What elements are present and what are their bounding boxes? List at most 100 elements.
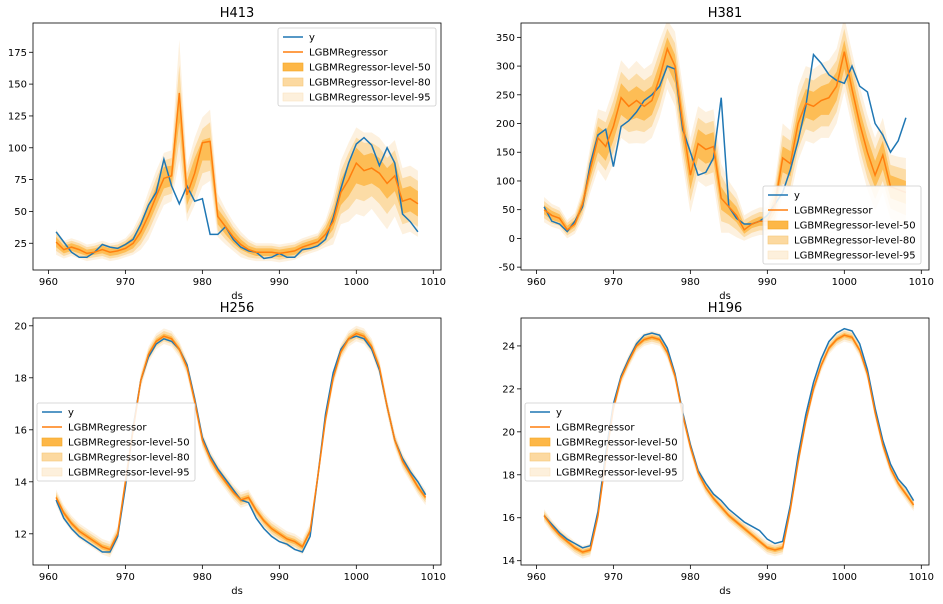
y-tick-label: 75 — [14, 175, 27, 186]
x-tick-label: 1000 — [832, 572, 857, 583]
y-tick-label: 200 — [496, 119, 515, 130]
x-axis-label: ds — [231, 291, 243, 302]
x-tick-label: 980 — [681, 277, 700, 288]
series-y-line — [55, 136, 419, 260]
x-tick-label: 960 — [527, 572, 546, 583]
axes-frame — [520, 317, 930, 566]
subplot-h381: 960 970 980 990 1000 1010 -50 0 50 100 150 200 250 30… — [496, 6, 934, 302]
x-tick-label: 1010 — [421, 277, 446, 288]
x-tick-label: 970 — [116, 277, 135, 288]
legend-box — [524, 402, 684, 482]
subplot-title: H196 — [708, 301, 743, 316]
y-tick-label: 12 — [14, 529, 27, 540]
legend-item-level-50-label: LGBMRegressor-level-50 — [68, 438, 190, 449]
legend-item-level-95-swatch — [41, 467, 63, 477]
legend-item-level-50-label: LGBMRegressor-level-50 — [794, 221, 916, 232]
x-tick-label: 1010 — [421, 572, 446, 583]
axes-frame — [32, 317, 442, 566]
series-pred-line — [55, 92, 419, 255]
x-tick-label: 980 — [681, 572, 700, 583]
y-tick-label: 50 — [502, 205, 515, 216]
legend-item-y-label: y — [794, 191, 800, 202]
plot-area — [543, 23, 907, 241]
legend-item-level-95-label: LGBMRegressor-level-95 — [556, 468, 678, 479]
subplot-title: H256 — [220, 301, 255, 316]
y-tick-label: 250 — [496, 90, 515, 101]
legend-item-level-80-label: LGBMRegressor-level-80 — [68, 453, 190, 464]
y-tick-label: 100 — [496, 176, 515, 187]
legend-item-level-50-label: LGBMRegressor-level-50 — [309, 63, 431, 74]
legend-item-y-label: y — [556, 408, 562, 419]
x-tick-label: 960 — [39, 572, 58, 583]
x-tick-label: 1000 — [832, 277, 857, 288]
y-tick-label: 16 — [14, 425, 27, 436]
y-tick-label: 25 — [14, 239, 27, 250]
legend-item-level-95-label: LGBMRegressor-level-95 — [68, 468, 190, 479]
legend-item-level-50-label: LGBMRegressor-level-50 — [556, 438, 678, 449]
x-tick-label: 980 — [193, 277, 212, 288]
subplot-h196: 960 970 980 990 1000 1010141618202224H196dsyL… — [502, 301, 934, 597]
subplot-h256: 960 970 980 990 1000 1010 12 14 16 18 20 H256 ds y LGB… — [14, 301, 446, 597]
legend-item-level-80-swatch — [529, 452, 551, 462]
legend-item-y-label: y — [68, 408, 74, 419]
x-tick-label: 960 — [39, 277, 58, 288]
axes-frame — [520, 22, 930, 271]
band-50 — [56, 90, 418, 258]
legend-item-level-95-swatch — [282, 92, 304, 102]
legend-item-level-50-swatch — [41, 437, 63, 447]
subplot-title: H413 — [220, 6, 255, 21]
y-tick-label: 150 — [496, 148, 515, 159]
legend-box — [36, 402, 196, 482]
x-axis-label: ds — [719, 586, 731, 597]
legend-item-level-95-label: LGBMRegressor-level-95 — [309, 93, 431, 104]
x-tick-label: 990 — [270, 572, 289, 583]
band-80 — [544, 28, 906, 238]
legend: y LGBMRegressor LGBMRegressor-level-50 LGBM… — [277, 27, 437, 107]
y-tick-label: 350 — [496, 33, 515, 44]
legend-box — [277, 27, 437, 107]
x-tick-label: 970 — [116, 572, 135, 583]
legend-item-level-95-swatch — [529, 467, 551, 477]
y-tick-label: 22 — [502, 384, 515, 395]
x-tick-label: 1010 — [909, 277, 934, 288]
x-tick-label: 1000 — [344, 277, 369, 288]
legend-item-pred-label: LGBMRegressor — [556, 423, 635, 434]
x-tick-label: 990 — [758, 277, 777, 288]
y-tick-label: -50 — [499, 263, 515, 274]
legend: y LGBMRegressor LGBMRegressor-level-50 LGBM… — [762, 185, 922, 265]
series-pred-line — [543, 46, 907, 231]
x-tick-label: 970 — [604, 572, 623, 583]
legend-item-pred-label: LGBMRegressor — [309, 48, 388, 59]
band-50 — [544, 37, 906, 234]
y-tick-label: 50 — [14, 207, 27, 218]
legend: y LGBMRegressor LGBMRegressor-level-50 LGBM… — [524, 402, 684, 482]
legend-item-level-80-swatch — [767, 235, 789, 245]
x-axis-label: ds — [231, 586, 243, 597]
x-tick-label: 980 — [193, 572, 212, 583]
plot-area — [55, 39, 419, 263]
x-tick-label: 990 — [270, 277, 289, 288]
legend-item-pred-label: LGBMRegressor — [68, 423, 147, 434]
x-tick-label: 970 — [604, 277, 623, 288]
y-tick-label: 20 — [502, 427, 515, 438]
y-tick-label: 20 — [14, 321, 27, 332]
y-tick-label: 14 — [502, 556, 515, 567]
y-tick-label: 125 — [8, 111, 27, 122]
plot-area — [55, 325, 427, 558]
y-tick-label: 0 — [509, 234, 515, 245]
y-tick-label: 300 — [496, 62, 515, 73]
legend-item-level-95-label: LGBMRegressor-level-95 — [794, 251, 916, 262]
x-tick-label: 1010 — [909, 572, 934, 583]
legend: y LGBMRegressor LGBMRegressor-level-50 LGBM… — [36, 402, 196, 482]
legend-item-level-80-label: LGBMRegressor-level-80 — [794, 236, 916, 247]
band-95 — [56, 325, 426, 558]
y-tick-label: 24 — [502, 341, 515, 352]
series-y-line — [543, 52, 907, 233]
legend-box — [762, 185, 922, 265]
legend-item-level-50-swatch — [529, 437, 551, 447]
axes-frame — [32, 22, 442, 271]
series-pred-line — [55, 332, 427, 551]
legend-item-level-80-label: LGBMRegressor-level-80 — [556, 453, 678, 464]
y-tick-label: 16 — [502, 513, 515, 524]
